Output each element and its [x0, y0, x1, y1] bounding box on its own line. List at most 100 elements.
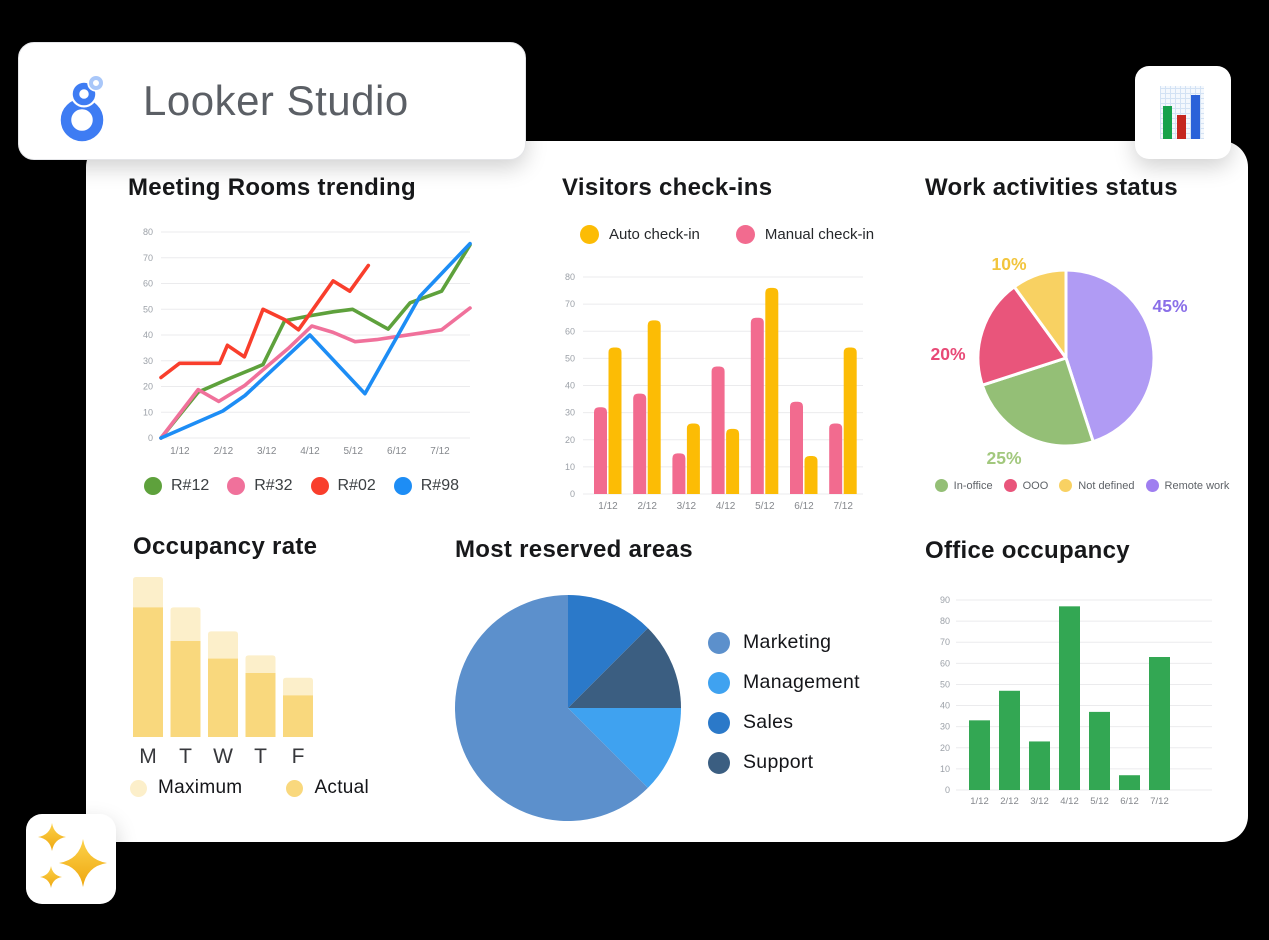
svg-text:3/12: 3/12	[677, 501, 697, 512]
legend-label: Marketing	[743, 631, 832, 653]
bar-Auto check-in-1/12	[608, 347, 622, 494]
chart-title-occupancy-rate: Occupancy rate	[133, 533, 318, 560]
svg-text:7/12: 7/12	[833, 501, 853, 512]
pie-slice-Support	[568, 628, 681, 708]
svg-text:T: T	[254, 745, 267, 768]
bar-Manual check-in-3/12	[672, 453, 686, 494]
svg-text:20%: 20%	[930, 344, 965, 364]
legend-dot	[286, 779, 304, 797]
legend-item-R#98: R#98	[393, 477, 459, 495]
svg-text:10: 10	[565, 462, 575, 472]
chart-title-visitors: Visitors check-ins	[562, 174, 773, 201]
svg-text:3/12: 3/12	[257, 446, 277, 457]
chart-icon-card	[1135, 66, 1231, 159]
visitors-bar-chart: 0 10 20 30 40 50 60 70 80 1/12 2/12 3/12 4/12 5/12 6/1…	[565, 272, 863, 512]
chart-title-work-activities: Work activities status	[925, 174, 1178, 201]
bar-Manual check-in-2/12	[633, 393, 647, 494]
svg-text:2/12: 2/12	[637, 501, 657, 512]
legend-dot	[227, 477, 246, 495]
svg-text:70: 70	[143, 253, 153, 263]
legend-item-Not defined: Not defined	[1059, 479, 1135, 492]
looker-logo-icon	[60, 74, 105, 142]
sparkles-card	[26, 814, 116, 904]
legend-item-R#32: R#32	[227, 477, 293, 495]
svg-text:7/12: 7/12	[1150, 796, 1169, 807]
most-reserved-legend: Marketing Management Sales Support	[708, 631, 860, 774]
svg-text:60: 60	[143, 279, 153, 289]
line-series-R#02	[159, 263, 371, 380]
svg-text:90: 90	[940, 595, 950, 605]
pie-slice-Management	[568, 708, 681, 788]
legend-label: Remote work	[1164, 479, 1230, 492]
legend-dot	[144, 477, 162, 495]
svg-text:20: 20	[565, 435, 575, 445]
sparkles-icon	[38, 823, 107, 888]
bar-office-6/12	[1119, 775, 1140, 790]
legend-dot	[934, 479, 948, 492]
legend-label: In-office	[953, 479, 993, 492]
svg-text:0: 0	[570, 489, 575, 499]
pie-slice-Remote work	[1064, 268, 1156, 444]
legend-item-Sales: Sales	[708, 711, 793, 734]
svg-text:80: 80	[565, 272, 575, 282]
bar-office-7/12	[1149, 657, 1170, 790]
legend-item-Management: Management	[708, 671, 860, 694]
legend-label: Not defined	[1078, 479, 1135, 492]
pie-slice-Not defined	[1012, 268, 1068, 360]
svg-text:3/12: 3/12	[1030, 796, 1049, 807]
chart-title-office-occupancy: Office occupancy	[925, 537, 1130, 564]
bar-actual-2	[208, 658, 238, 737]
svg-text:M: M	[139, 745, 157, 768]
svg-text:6/12: 6/12	[794, 501, 814, 512]
svg-text:40: 40	[565, 381, 575, 391]
svg-text:5/12: 5/12	[343, 446, 363, 457]
meeting-rooms-legend: R#12 R#32 R#02 R#98	[144, 477, 459, 495]
legend-dot	[708, 631, 730, 654]
bar-Auto check-in-5/12	[765, 287, 779, 494]
dashboard-card: Meeting Rooms trending 0 10 20 30 40 50 60 70 80…	[86, 141, 1248, 842]
bar-actual-4	[283, 695, 313, 737]
bar-Manual check-in-1/12	[594, 407, 607, 494]
legend-dot	[1003, 479, 1017, 492]
icon-bar-green	[1163, 106, 1172, 139]
svg-text:10: 10	[143, 407, 153, 417]
bar-office-4/12	[1059, 606, 1080, 790]
bar-office-5/12	[1089, 711, 1110, 790]
meeting-rooms-line-chart: 0 10 20 30 40 50 60 70 80 1/12 2/12 3/12 4/12 5/12 6/1…	[143, 227, 472, 457]
svg-text:1/12: 1/12	[170, 446, 190, 457]
svg-text:5/12: 5/12	[755, 501, 775, 512]
svg-text:30: 30	[143, 356, 153, 366]
icon-bar-red	[1177, 115, 1186, 139]
legend-item-Support: Support	[708, 751, 813, 774]
svg-text:40: 40	[940, 701, 950, 711]
svg-text:70: 70	[565, 299, 575, 309]
bar-office-3/12	[1029, 741, 1050, 790]
legend-label: Maximum	[158, 777, 243, 798]
legend-dot	[310, 477, 329, 495]
pie-slice-OOO	[976, 285, 1068, 387]
svg-text:80: 80	[940, 616, 950, 626]
legend-label: R#12	[171, 477, 210, 494]
svg-text:6/12: 6/12	[387, 446, 407, 457]
legend-dot	[708, 711, 730, 734]
legend-label: Support	[743, 751, 814, 773]
svg-text:6/12: 6/12	[1120, 796, 1139, 807]
line-series-R#32	[159, 306, 472, 440]
svg-text:1/12: 1/12	[970, 796, 989, 807]
svg-text:4/12: 4/12	[716, 501, 736, 512]
legend-label: Management	[743, 671, 860, 693]
legend-label: Sales	[743, 711, 794, 733]
svg-text:50: 50	[940, 679, 950, 689]
line-series-R#98	[159, 241, 472, 440]
legend-label: R#98	[420, 477, 459, 494]
legend-dot	[1145, 479, 1159, 492]
legend-label: OOO	[1022, 479, 1049, 492]
svg-text:20: 20	[940, 743, 950, 753]
legend-item-Manual check-in: Manual check-in	[735, 225, 874, 244]
svg-text:7/12: 7/12	[430, 446, 450, 457]
chart-title-most-reserved: Most reserved areas	[455, 536, 693, 563]
bar-Manual check-in-7/12	[829, 423, 843, 494]
legend-label: Auto check-in	[609, 226, 700, 243]
bar-Manual check-in-5/12	[750, 317, 764, 494]
